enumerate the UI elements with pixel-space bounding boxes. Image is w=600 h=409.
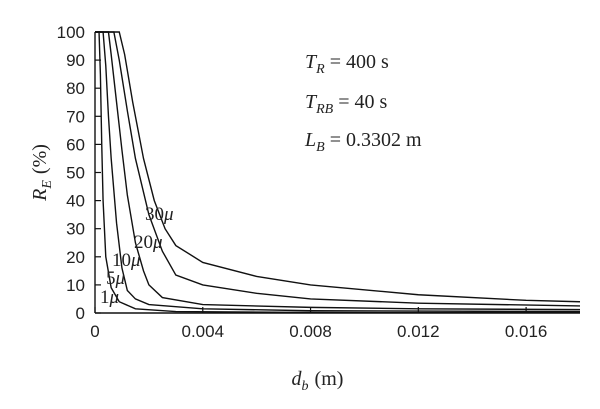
y-tick-label: 10 (66, 276, 85, 295)
parameter-annotation: TRB = 40 s (305, 91, 388, 117)
y-axis-title: RE(%) (29, 144, 55, 202)
series-line-1mu (95, 31, 581, 314)
y-tick-label: 40 (66, 192, 85, 211)
y-tick-label: 80 (66, 79, 85, 98)
series-label-5mu: 5μ (106, 268, 125, 289)
series-label-20mu: 20μ (134, 232, 163, 253)
series-line-20mu (95, 31, 581, 307)
x-tick-label: 0.012 (397, 322, 440, 341)
x-tick-label: 0 (90, 322, 99, 341)
x-tick-label: 0.008 (289, 322, 332, 341)
y-tick-label: 30 (66, 220, 85, 239)
axes (94, 32, 580, 314)
y-tick-label: 0 (76, 304, 85, 323)
y-tick-label: 50 (66, 164, 85, 183)
y-tick-label: 20 (66, 248, 85, 267)
series-line-10mu (95, 31, 581, 311)
annotations: TR = 400 s TRB = 40 s LB = 0.3302 m (304, 51, 422, 155)
series-label-1mu: 1μ (100, 287, 119, 308)
curves (95, 31, 581, 314)
x-axis-title: db (m) (292, 368, 344, 394)
x-tick-label: 0.004 (182, 322, 225, 341)
series-line-5mu (95, 31, 581, 313)
series-label-30mu: 30μ (145, 204, 174, 225)
parameter-annotation: TR = 400 s (305, 51, 389, 77)
y-tick-label: 100 (57, 23, 85, 42)
x-tick-label: 0.016 (505, 322, 548, 341)
parameter-annotation: LB = 0.3302 m (304, 129, 422, 155)
y-tick-label: 70 (66, 107, 85, 126)
ticks: 0 10 20 30 40 50 60 70 80 90 100 0 0.004 0.008 0.012 0.… (29, 23, 547, 394)
series-label-10mu: 10μ (112, 250, 141, 271)
y-tick-label: 60 (66, 135, 85, 154)
series-line-30mu (95, 31, 581, 303)
y-tick-label: 90 (66, 51, 85, 70)
